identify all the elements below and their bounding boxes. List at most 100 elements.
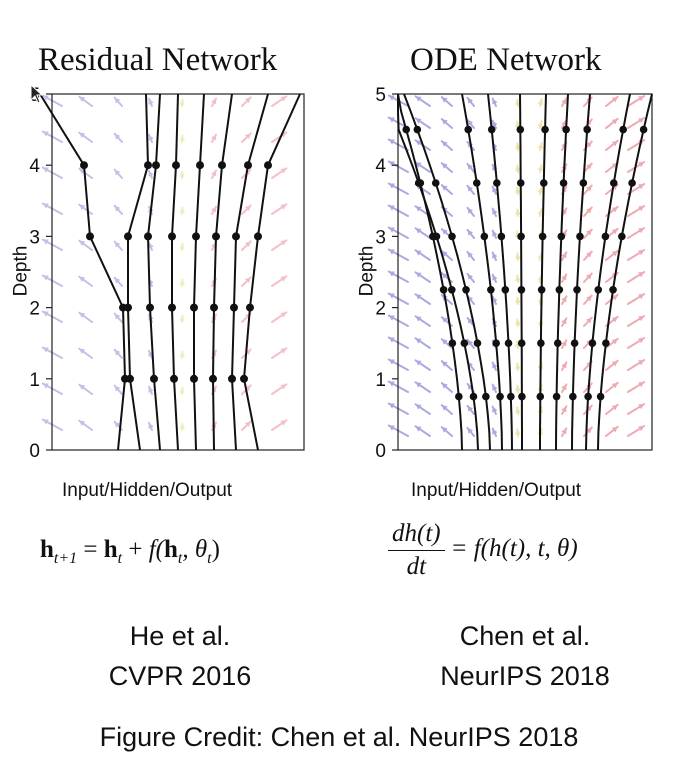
field-arrowhead <box>179 243 185 249</box>
field-arrowhead <box>388 271 395 277</box>
figure-credit: Figure Credit: Chen et al. NeurIPS 2018 <box>99 722 579 752</box>
field-arrowhead <box>42 383 49 389</box>
field-arrowhead <box>388 249 395 255</box>
trajectory-point <box>609 179 618 187</box>
trajectory-point <box>168 303 176 312</box>
field-arrowhead <box>415 338 422 344</box>
trajectory-point <box>480 232 489 241</box>
field-arrowhead <box>114 241 121 248</box>
field-arrowhead <box>280 204 287 210</box>
field-arrowhead <box>415 382 422 388</box>
trajectory-point <box>562 125 570 134</box>
field-arrowhead <box>441 229 448 235</box>
field-arrowhead <box>388 315 395 321</box>
trajectory-point <box>126 374 134 383</box>
trajectory-point <box>539 179 548 187</box>
field-arrowhead <box>441 119 448 125</box>
field-arrowhead <box>441 427 448 433</box>
field-arrowhead <box>415 162 422 168</box>
trajectory-point <box>516 179 525 187</box>
field-arrowhead <box>42 131 49 137</box>
ode-equation-denominator: dt <box>406 553 427 580</box>
field-arrowhead <box>561 274 567 281</box>
field-arrowhead <box>514 253 521 260</box>
field-arrowhead <box>179 207 185 213</box>
field-arrowhead <box>280 384 287 390</box>
field-arrowhead <box>492 406 498 413</box>
field-arrowhead <box>42 167 49 173</box>
field-arrowhead <box>586 251 592 258</box>
field-arrowhead <box>415 360 422 366</box>
field-arrowhead <box>388 227 395 233</box>
field-arrowhead <box>244 241 251 248</box>
trajectory-point <box>518 392 526 401</box>
ode-network-plot: 0 1 2 3 4 5 <box>375 85 653 462</box>
field-arrowhead <box>586 295 592 302</box>
trajectory-point <box>86 232 94 241</box>
field-arrowhead <box>467 251 474 258</box>
field-arrowhead <box>441 185 448 191</box>
trajectory-point <box>209 374 217 383</box>
field-arrowhead <box>79 384 86 391</box>
trajectory-line <box>585 93 631 451</box>
field-arrowhead <box>415 316 422 322</box>
field-arrowhead <box>42 419 49 425</box>
field-arrowhead <box>211 170 217 177</box>
field-arrowhead <box>415 404 422 410</box>
field-arrowhead <box>467 405 474 412</box>
field-arrowhead <box>467 207 474 214</box>
field-arrowhead <box>467 185 474 192</box>
field-arrowhead <box>586 317 592 324</box>
field-arrowhead <box>114 169 121 176</box>
field-arrowhead <box>586 427 592 434</box>
trajectory-line <box>403 93 491 451</box>
field-arrowhead <box>42 311 49 317</box>
trajectory-line <box>171 93 179 451</box>
field-arrowhead <box>467 383 474 390</box>
trajectory-point <box>496 392 504 401</box>
field-arrowhead <box>441 339 448 345</box>
field-arrowhead <box>638 206 645 212</box>
trajectory-point <box>190 374 198 383</box>
trajectory-point <box>602 339 610 348</box>
field-arrowhead <box>638 162 645 168</box>
trajectory-point <box>210 303 218 312</box>
field-arrowhead <box>179 423 185 429</box>
field-arrowhead <box>79 240 86 247</box>
field-arrowhead <box>492 428 498 435</box>
trajectory-point <box>538 232 547 241</box>
field-arrowhead <box>537 121 544 127</box>
field-arrowhead <box>514 385 521 392</box>
field-arrowhead <box>179 135 185 141</box>
trajectory-point <box>413 125 422 134</box>
field-arrowhead <box>611 404 618 411</box>
field-arrowhead <box>244 97 251 104</box>
field-arrowhead <box>79 204 86 211</box>
field-arrowhead <box>114 277 121 284</box>
field-arrowhead <box>280 312 287 318</box>
field-arrowhead <box>79 348 86 355</box>
ode-equation: dh(t) dt = f(h(t), t, θ) <box>388 520 578 581</box>
field-arrowhead <box>79 312 86 319</box>
field-arrowhead <box>114 133 121 140</box>
field-arrowhead <box>114 421 121 428</box>
trajectory-point <box>601 232 610 241</box>
trajectory-line <box>461 93 503 451</box>
field-arrowhead <box>492 120 498 127</box>
trajectory-line <box>211 93 233 451</box>
field-arrowhead <box>148 98 154 105</box>
field-arrowhead <box>537 209 544 215</box>
field-arrowhead <box>611 382 618 389</box>
field-arrowhead <box>211 134 217 141</box>
trajectory-point <box>448 286 456 294</box>
field-arrowhead <box>611 118 618 125</box>
y-tick-label: 5 <box>375 85 386 106</box>
field-arrowhead <box>611 316 618 323</box>
field-arrowhead <box>514 275 521 282</box>
field-arrowhead <box>244 277 251 284</box>
field-arrowhead <box>611 140 618 147</box>
field-arrowhead <box>114 205 121 212</box>
trajectory-line <box>397 94 479 451</box>
trajectory-point <box>218 161 226 170</box>
trajectory-point <box>196 161 204 170</box>
